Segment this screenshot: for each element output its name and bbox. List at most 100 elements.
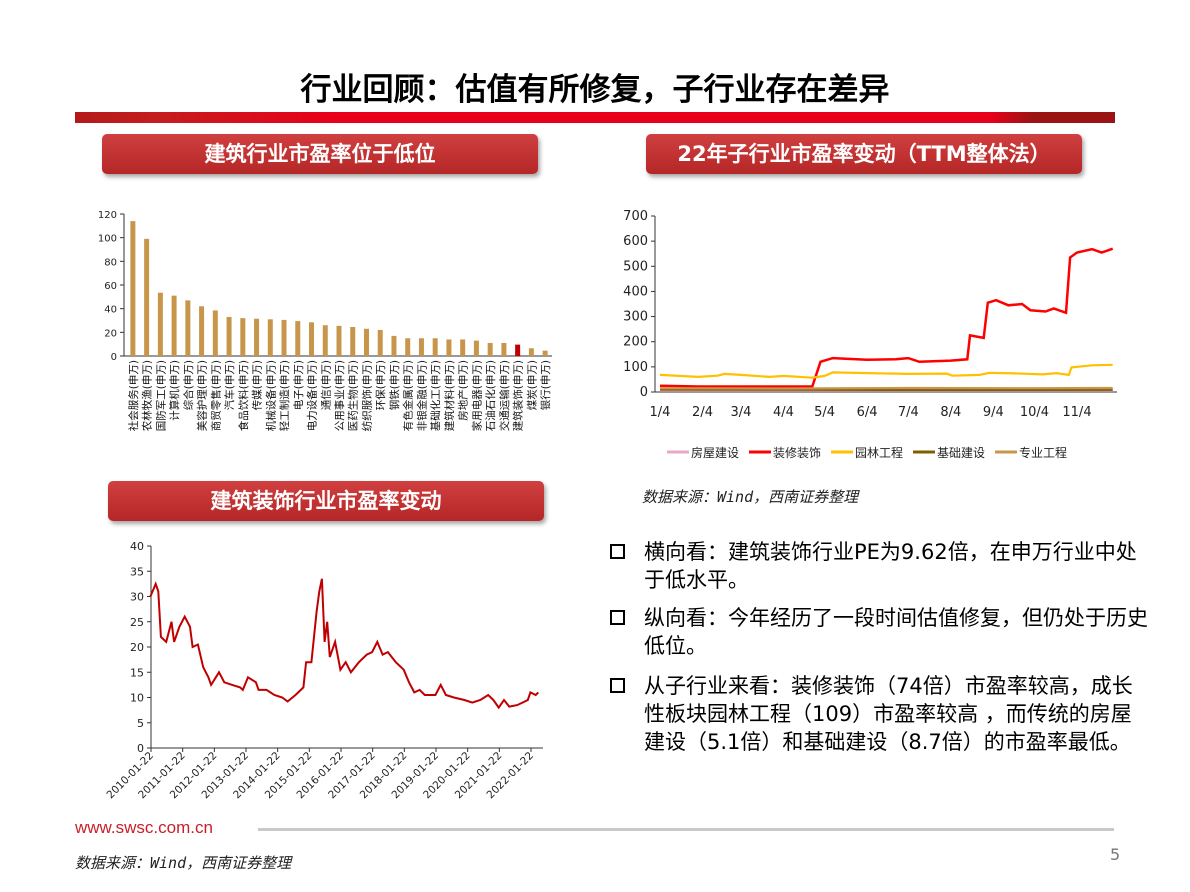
panel-header-industry-pe: 建筑行业市盈率位于低位 [102, 134, 538, 174]
y-tick-label: 0 [137, 742, 144, 755]
y-tick-label: 35 [130, 565, 144, 578]
checkbox-bullet-icon [610, 610, 625, 625]
panel-header-decoration-pe: 建筑装饰行业市盈率变动 [108, 481, 544, 521]
y-tick-label: 40 [104, 305, 117, 316]
panel-header-subindustry-pe: 22年子行业市盈率变动（TTM整体法） [646, 134, 1082, 174]
y-tick-label: 100 [623, 360, 648, 375]
bar [157, 292, 163, 356]
y-tick-label: 500 [623, 259, 648, 274]
x-tick-label: 9/4 [983, 405, 1004, 420]
x-tick-label: 10/4 [1020, 405, 1049, 420]
x-tick-label: 食品饮料(申万) [237, 360, 250, 431]
x-tick-label: 非银金融(申万) [415, 360, 428, 431]
x-tick-label: 公用事业(申万) [333, 360, 346, 431]
x-tick-label: 4/4 [773, 405, 794, 420]
y-tick-label: 300 [623, 310, 648, 325]
x-tick-label: 钢铁(申万) [388, 360, 401, 410]
bar [487, 342, 493, 356]
bar [501, 342, 507, 356]
x-tick-label: 建筑材料(申万) [443, 360, 456, 431]
x-tick-label: 家用电器(申万) [470, 360, 483, 431]
y-tick-label: 0 [640, 385, 648, 400]
y-tick-label: 600 [623, 234, 648, 249]
y-tick-label: 15 [130, 666, 144, 679]
y-tick-label: 200 [623, 335, 648, 350]
bar [515, 344, 521, 356]
x-tick-label: 3/4 [730, 405, 751, 420]
x-tick-label: 计算机(申万) [168, 360, 181, 421]
bar [418, 338, 424, 356]
y-tick-label: 0 [111, 352, 117, 363]
x-tick-label: 美容护理(申万) [196, 360, 209, 431]
x-tick-label: 2/4 [692, 405, 713, 420]
x-tick-label: 交通运输(申万) [498, 360, 511, 431]
x-tick-label: 8/4 [940, 405, 961, 420]
bar [336, 325, 342, 356]
legend-label: 专业工程 [1019, 445, 1067, 460]
title-divider [75, 112, 1115, 123]
x-tick-label: 煤炭(申万) [525, 360, 538, 410]
y-tick-label: 700 [623, 209, 648, 224]
x-tick-label: 纺织服饰(申万) [360, 360, 373, 431]
y-tick-label: 80 [104, 257, 117, 268]
source-note-bottom: 数据来源：Wind，西南证券整理 [75, 854, 292, 872]
y-tick-label: 20 [104, 328, 117, 339]
y-tick-label: 30 [130, 591, 144, 604]
x-tick-label: 农林牧渔(申万) [141, 360, 154, 431]
bar [309, 322, 315, 356]
x-tick-label: 7/4 [898, 405, 919, 420]
decoration-pe-history-chart: 05101520253035402010-01-222011-01-222012… [104, 540, 543, 801]
x-tick-label: 医药生物(申万) [347, 360, 360, 431]
bar [295, 321, 301, 356]
series-line-1 [659, 247, 1114, 388]
x-tick-label: 5/4 [814, 405, 835, 420]
x-tick-label: 传媒(申万) [251, 360, 264, 410]
bar [350, 327, 356, 356]
bar [130, 221, 136, 356]
page-number: 5 [1110, 845, 1121, 864]
bar [212, 310, 218, 356]
bar [460, 339, 466, 356]
x-tick-label: 环保(申万) [374, 360, 387, 410]
bullet-subindustry: 从子行业来看：装修装饰（74倍）市盈率较高，成长性板块园林工程（109）市盈率较… [610, 672, 1150, 756]
bar [171, 295, 177, 356]
website-link[interactable]: www.swsc.com.cn [75, 818, 213, 837]
x-tick-label: 国防军工(申万) [154, 360, 167, 431]
y-tick-label: 120 [98, 210, 117, 221]
bar [446, 339, 452, 356]
bullet-horizontal: 横向看：建筑装饰行业PE为9.62倍，在申万行业中处于低水平。 [610, 538, 1150, 594]
bar [199, 306, 205, 356]
bar [185, 300, 191, 356]
legend-label: 园林工程 [855, 445, 903, 460]
x-tick-label: 6/4 [857, 405, 878, 420]
footer-divider [258, 828, 1114, 831]
bar [432, 338, 438, 356]
x-tick-label: 社会服务(申万) [127, 360, 140, 431]
x-tick-label: 汽车(申万) [223, 360, 236, 410]
pe-series-line [149, 578, 540, 710]
bullet-vertical: 纵向看：今年经历了一段时间估值修复，但仍处于历史低位。 [610, 604, 1150, 660]
x-tick-label: 1/4 [650, 405, 671, 420]
x-tick-label: 11/4 [1062, 405, 1091, 420]
bar [542, 350, 548, 356]
bar [322, 325, 328, 356]
bar [528, 348, 534, 356]
x-tick-label: 石油石化(申万) [484, 360, 497, 431]
bar [144, 238, 150, 356]
bar [267, 319, 273, 356]
legend-label: 装修装饰 [773, 445, 821, 460]
checkbox-bullet-icon [610, 678, 625, 693]
checkbox-bullet-icon [610, 544, 625, 559]
x-tick-label: 有色金属(申万) [402, 360, 415, 431]
subindustry-pe-line-chart: 0 100 200 300 400 500 600 700 1/4 2/4 3/4 4/4 5/4 6/4… [623, 209, 1117, 460]
bar [281, 319, 287, 356]
bar [363, 328, 369, 356]
bar [226, 316, 232, 356]
x-tick-label: 电力设备(申万) [306, 360, 319, 431]
y-tick-label: 60 [104, 281, 117, 292]
x-tick-label: 房地产(申万) [457, 360, 470, 421]
bar [473, 340, 479, 356]
x-tick-label: 综合(申万) [182, 360, 195, 410]
y-tick-label: 25 [130, 616, 144, 629]
y-tick-label: 400 [623, 284, 648, 299]
